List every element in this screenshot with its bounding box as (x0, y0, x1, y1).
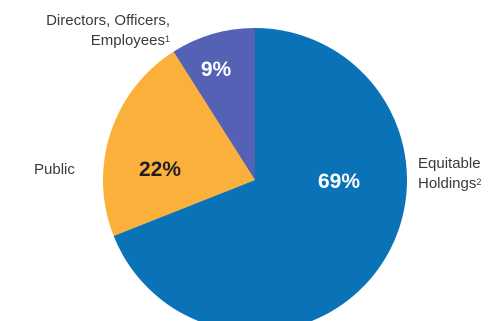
slice-label-equitable-holdings: Equitable Holdings2 (418, 154, 481, 194)
slice-label-directors-text: Employees (90, 32, 165, 49)
slice-label-directors-line2: Employees1 (46, 31, 170, 51)
footnote-marker: 1 (164, 34, 170, 44)
pie-slice-public (102, 51, 255, 236)
slice-label-public-text: Public (34, 161, 75, 178)
slice-value-label-22: 22% (138, 158, 182, 181)
slice-label-directors-line1: Directors, Officers, (46, 12, 170, 29)
slice-label-equitable-holdings-line1: Equitable (418, 155, 481, 172)
slice-value-label-69: 69% (317, 170, 361, 193)
slice-label-public: Public (34, 160, 75, 180)
slice-value-label-9: 9% (200, 58, 232, 81)
pie-slice-directors-officers (173, 28, 255, 180)
pie-slice-equitable (113, 28, 407, 321)
slice-label-equitable-holdings-text: Holdings (418, 175, 477, 192)
slice-label-equitable-holdings-line2: Holdings2 (418, 174, 481, 194)
slice-label-directors-officers-employees: Directors, Officers, Employees1 (46, 11, 170, 51)
footnote-marker: 2 (476, 177, 482, 187)
